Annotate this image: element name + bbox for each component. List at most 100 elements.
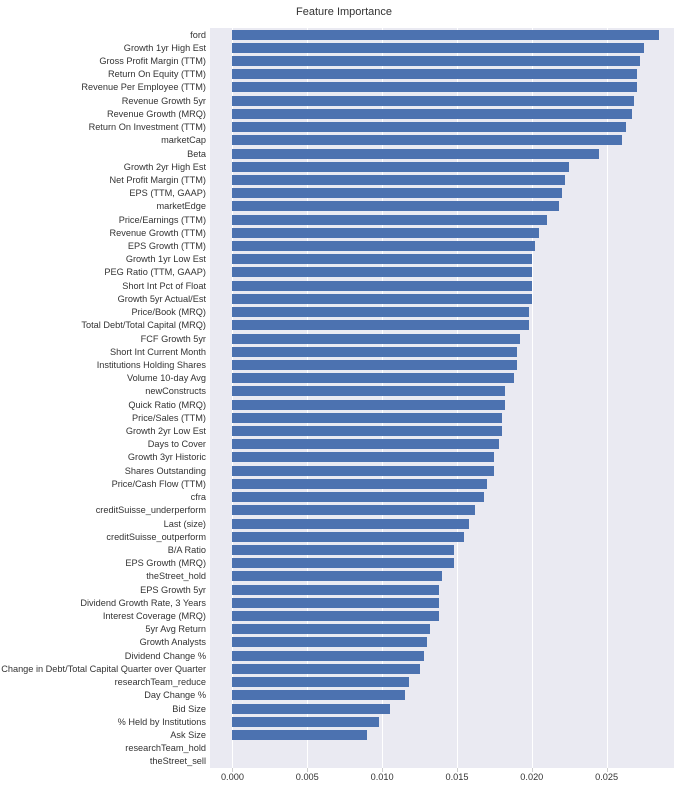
y-axis-label: 5yr Avg Return [145, 624, 206, 634]
y-axis-label: cfra [191, 492, 206, 502]
bar [232, 56, 639, 66]
bar [232, 690, 404, 700]
bar [232, 664, 419, 674]
bar [232, 439, 498, 449]
y-axis-label: Quick Ratio (MRQ) [128, 400, 206, 410]
y-axis-label: Price/Book (MRQ) [131, 307, 206, 317]
bar [232, 294, 531, 304]
y-axis-label: newConstructs [145, 386, 206, 396]
bar [232, 135, 621, 145]
y-axis-label: Return On Equity (TTM) [108, 69, 206, 79]
y-axis-label: EPS (TTM, GAAP) [129, 188, 206, 198]
y-axis-label: creditSuisse_underperform [96, 505, 206, 515]
y-axis-label: Growth 1yr Low Est [126, 254, 206, 264]
bar [232, 334, 519, 344]
x-tick-label: 0.020 [520, 772, 543, 782]
bar [232, 267, 531, 277]
bar [232, 386, 504, 396]
y-axis-label: Day Change % [144, 690, 206, 700]
bar [232, 479, 486, 489]
y-axis-label: Price/Earnings (TTM) [119, 215, 206, 225]
y-axis-label: Shares Outstanding [125, 466, 206, 476]
bar [232, 215, 546, 225]
bar [232, 241, 534, 251]
y-axis-label: creditSuisse_outperform [106, 532, 206, 542]
bar [232, 228, 539, 238]
y-axis-label: Interest Coverage (MRQ) [103, 611, 206, 621]
bar [232, 677, 409, 687]
y-axis-label: theStreet_hold [146, 571, 206, 581]
bar [232, 611, 439, 621]
y-axis-label: theStreet_sell [150, 756, 206, 766]
y-axis-label: researchTeam_reduce [115, 677, 206, 687]
y-axis-label: Institutions Holding Shares [97, 360, 206, 370]
y-axis-label: Dividend Change % [125, 651, 206, 661]
y-axis-label: Net Profit Margin (TTM) [110, 175, 206, 185]
bar [232, 651, 424, 661]
y-axis-label: ford [190, 30, 206, 40]
bar [232, 109, 632, 119]
x-tick-label: 0.010 [371, 772, 394, 782]
bar [232, 347, 516, 357]
y-axis-label: FCF Growth 5yr [141, 334, 206, 344]
bar [232, 637, 427, 647]
bar [232, 624, 430, 634]
y-axis-label: Days to Cover [148, 439, 206, 449]
bar [232, 426, 501, 436]
bar [232, 188, 561, 198]
bar [232, 704, 389, 714]
bar [232, 558, 454, 568]
y-axis-label: Growth 2yr Low Est [126, 426, 206, 436]
chart-title: Feature Importance [0, 6, 688, 18]
y-axis-label: Bid Size [172, 704, 206, 714]
bar [232, 571, 442, 581]
bar [232, 175, 564, 185]
y-axis-label: Return On Investment (TTM) [89, 122, 206, 132]
bar [232, 730, 367, 740]
x-tick-label: 0.000 [221, 772, 244, 782]
bar [232, 532, 464, 542]
bar [232, 585, 439, 595]
y-axis-label: Volume 10-day Avg [127, 373, 206, 383]
y-axis-label: Dividend Growth Rate, 3 Years [80, 598, 206, 608]
bar [232, 307, 528, 317]
y-axis-label: Growth 1yr High Est [124, 43, 206, 53]
bar [232, 413, 501, 423]
x-tick-label: 0.015 [445, 772, 468, 782]
x-tick-label: 0.005 [296, 772, 319, 782]
bar [232, 466, 494, 476]
y-axis-label: researchTeam_hold [125, 743, 206, 753]
bar [232, 545, 454, 555]
bar [232, 452, 494, 462]
bar [232, 400, 504, 410]
y-axis-label: Beta [187, 149, 206, 159]
y-axis-label: Short Int Pct of Float [122, 281, 206, 291]
bar [232, 254, 531, 264]
bar [232, 149, 599, 159]
y-axis-label: EPS Growth 5yr [140, 585, 206, 595]
bar [232, 598, 439, 608]
bar [232, 281, 531, 291]
y-axis-label: Revenue Per Employee (TTM) [81, 82, 206, 92]
y-axis-label: Growth Analysts [140, 637, 206, 647]
y-axis-label: Total Debt/Total Capital (MRQ) [81, 320, 206, 330]
feature-importance-chart: Feature Importance 0.000 0.005 0.010 0.015 0… [0, 0, 688, 801]
y-axis-label: Change in Debt/Total Capital Quarter ove… [1, 664, 206, 674]
bar [232, 82, 636, 92]
bar [232, 43, 644, 53]
bar [232, 122, 626, 132]
y-axis-label: EPS Growth (TTM) [128, 241, 206, 251]
y-axis-label: Last (size) [164, 519, 206, 529]
plot-area [210, 28, 674, 768]
bar [232, 505, 474, 515]
bar [232, 96, 633, 106]
y-axis-label: Growth 2yr High Est [124, 162, 206, 172]
bar [232, 492, 483, 502]
bar [232, 717, 379, 727]
bar [232, 519, 468, 529]
x-tick-label: 0.025 [595, 772, 618, 782]
y-axis-label: marketEdge [156, 201, 206, 211]
y-axis-label: EPS Growth (MRQ) [125, 558, 206, 568]
y-axis-label: marketCap [161, 135, 206, 145]
y-axis-label: Price/Sales (TTM) [132, 413, 206, 423]
